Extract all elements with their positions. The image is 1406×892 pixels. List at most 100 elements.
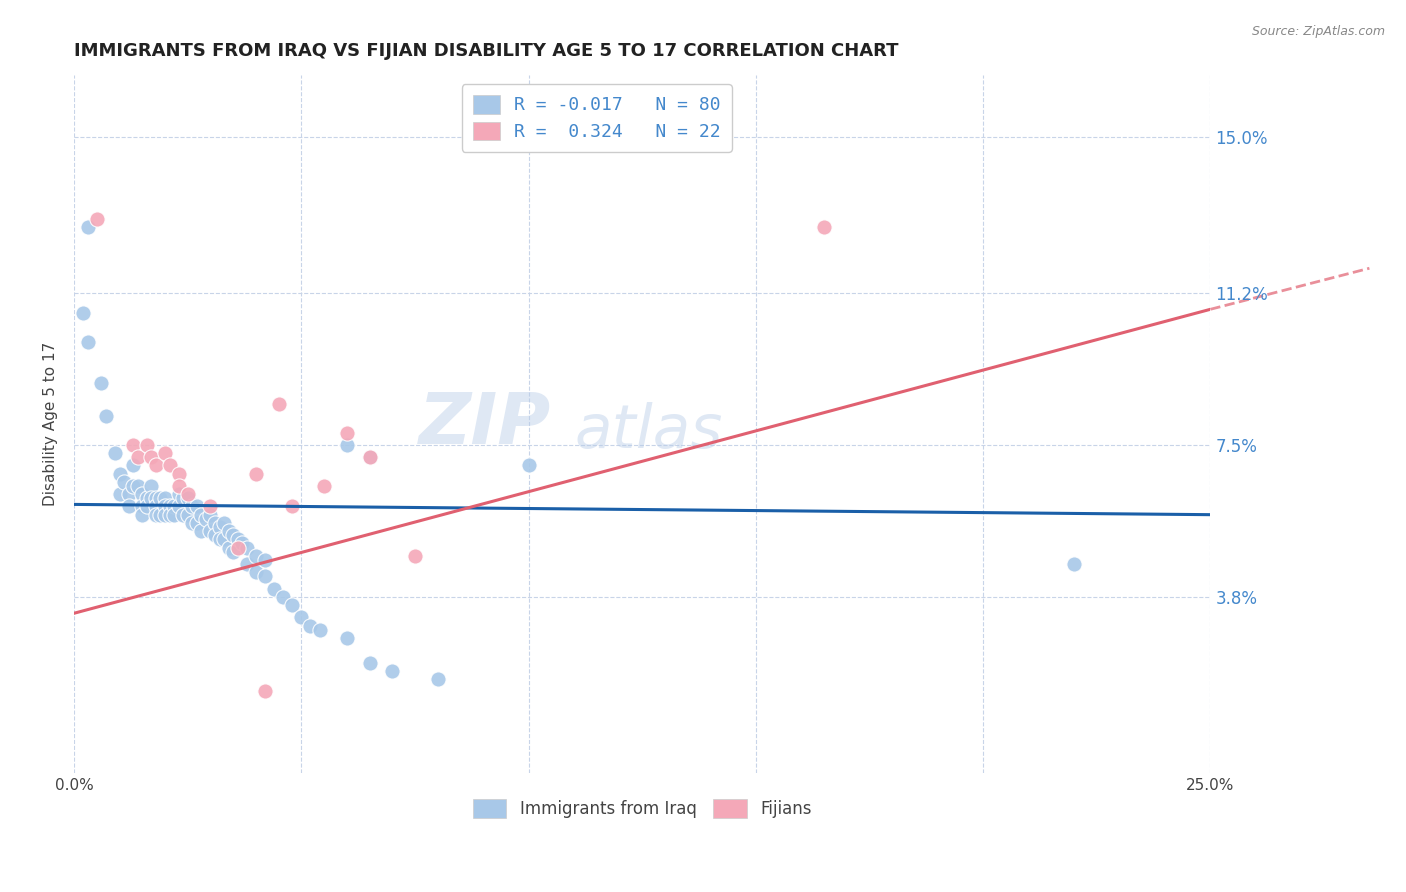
Point [222,528,245,542]
Point [135,438,157,452]
Point [135,491,157,506]
Point [149,508,172,522]
Point [177,508,200,522]
Point [218,541,240,555]
Point [336,425,359,440]
Text: Source: ZipAtlas.com: Source: ZipAtlas.com [1251,25,1385,38]
Point [141,479,163,493]
Point [381,664,404,678]
Point [263,582,285,596]
Point [131,500,153,514]
Point [145,508,167,522]
Point [200,500,222,514]
Point [267,397,290,411]
Point [159,508,181,522]
Point [236,541,259,555]
Point [226,541,249,555]
Point [131,508,153,522]
Point [76,220,98,235]
Point [127,479,149,493]
Point [177,491,200,506]
Point [117,487,139,501]
Point [153,446,176,460]
Point [212,516,235,530]
Point [181,500,204,514]
Point [190,508,212,522]
Point [253,684,276,698]
Point [145,500,167,514]
Point [194,512,217,526]
Point [359,656,381,670]
Point [127,450,149,465]
Point [299,618,322,632]
Point [226,533,249,547]
Point [131,487,153,501]
Point [245,565,267,579]
Point [281,500,304,514]
Point [76,335,98,350]
Point [186,516,208,530]
Point [141,491,163,506]
Point [94,409,117,423]
Point [190,524,212,538]
Point [112,475,135,489]
Point [153,491,176,506]
Point [122,479,145,493]
Legend: Immigrants from Iraq, Fijians: Immigrants from Iraq, Fijians [467,792,818,824]
Point [204,516,226,530]
Point [312,479,335,493]
Point [181,516,204,530]
Point [172,508,194,522]
Point [167,479,190,493]
Point [1063,557,1085,571]
Point [90,376,112,391]
Point [336,438,359,452]
Point [122,438,145,452]
Point [245,549,267,563]
Point [86,211,108,226]
Point [517,458,540,473]
Point [108,467,131,481]
Point [253,569,276,583]
Point [308,623,330,637]
Point [159,458,181,473]
Point [204,528,226,542]
Text: ZIP: ZIP [419,390,551,458]
Point [336,631,359,645]
Point [159,500,181,514]
Point [813,220,835,235]
Point [208,533,231,547]
Point [281,598,304,612]
Point [200,524,222,538]
Point [153,508,176,522]
Point [236,557,259,571]
Point [163,500,186,514]
Point [222,544,245,558]
Point [253,553,276,567]
Text: atlas: atlas [574,401,723,461]
Point [145,491,167,506]
Point [117,500,139,514]
Point [167,500,190,514]
Point [231,536,253,550]
Point [177,487,200,501]
Point [208,520,231,534]
Point [122,458,145,473]
Point [212,533,235,547]
Point [359,450,381,465]
Y-axis label: Disability Age 5 to 17: Disability Age 5 to 17 [44,343,58,507]
Point [167,487,190,501]
Point [108,487,131,501]
Point [359,450,381,465]
Point [290,610,312,624]
Point [141,450,163,465]
Text: IMMIGRANTS FROM IRAQ VS FIJIAN DISABILITY AGE 5 TO 17 CORRELATION CHART: IMMIGRANTS FROM IRAQ VS FIJIAN DISABILIT… [75,42,898,60]
Point [186,500,208,514]
Point [167,467,190,481]
Point [426,672,449,686]
Point [404,549,426,563]
Point [149,491,172,506]
Point [163,508,186,522]
Point [104,446,127,460]
Point [271,590,294,604]
